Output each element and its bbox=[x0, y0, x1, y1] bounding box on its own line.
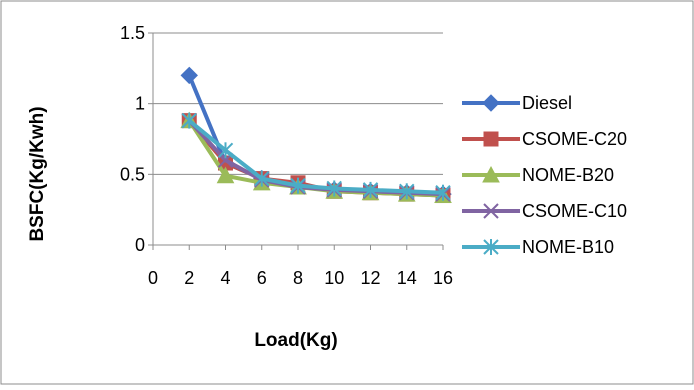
x-tick-label: 12 bbox=[360, 268, 380, 288]
legend-label: CSOME-C20 bbox=[522, 129, 627, 149]
data-point bbox=[217, 142, 234, 159]
x-tick-label: 6 bbox=[257, 268, 267, 288]
x-tick-label: 4 bbox=[220, 268, 230, 288]
legend-item: NOME-B20 bbox=[462, 165, 614, 185]
y-axis-title: BSFC(Kg/Kwh) bbox=[27, 106, 48, 241]
x-tick-label: 14 bbox=[397, 268, 417, 288]
data-point bbox=[326, 180, 342, 197]
legend-item: NOME-B10 bbox=[462, 237, 614, 257]
axes-layer: 0 0.5 1 1.5 0 2 4 6 8 10 12 14 16 bbox=[120, 23, 453, 288]
legend-marker bbox=[483, 203, 499, 219]
x-tick-label: 0 bbox=[148, 268, 158, 288]
series-layer bbox=[180, 66, 452, 204]
data-point bbox=[362, 181, 379, 198]
legend-item: CSOME-C20 bbox=[462, 129, 627, 149]
x-axis-title: Load(Kg) bbox=[254, 330, 337, 351]
legend-marker bbox=[483, 131, 499, 147]
series-nome-b10 bbox=[181, 112, 451, 201]
data-point bbox=[216, 166, 235, 184]
data-point bbox=[290, 177, 306, 194]
legend: Diesel CSOME-C20 NOME-B20 CSOME-C10 NOME-B10 bbox=[462, 93, 627, 257]
y-tick-label: 1 bbox=[135, 94, 145, 114]
legend-marker bbox=[482, 94, 500, 112]
y-tick-label: 0 bbox=[135, 235, 145, 255]
legend-label: NOME-B20 bbox=[522, 165, 614, 185]
y-tick-label: 0.5 bbox=[120, 164, 145, 184]
y-tick-label: 1.5 bbox=[120, 23, 145, 43]
x-tick-label: 2 bbox=[184, 268, 194, 288]
legend-marker bbox=[482, 165, 500, 183]
x-tick-label: 8 bbox=[293, 268, 303, 288]
marker-stroke bbox=[483, 203, 499, 219]
legend-marker bbox=[483, 239, 499, 255]
legend-label: CSOME-C10 bbox=[522, 201, 627, 221]
legend-label: Diesel bbox=[522, 93, 572, 113]
data-point bbox=[254, 170, 270, 187]
legend-item: CSOME-C10 bbox=[462, 201, 627, 221]
x-tick-label: 16 bbox=[433, 268, 453, 288]
legend-item: Diesel bbox=[462, 93, 572, 113]
legend-label: NOME-B10 bbox=[522, 237, 614, 257]
x-tick-label: 10 bbox=[324, 268, 344, 288]
data-point bbox=[435, 184, 451, 201]
data-point bbox=[181, 112, 197, 129]
data-point bbox=[180, 66, 198, 85]
data-point bbox=[399, 183, 415, 200]
